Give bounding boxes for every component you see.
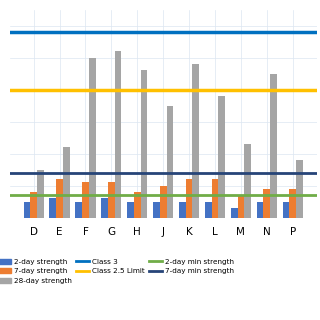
- Bar: [115, 51, 122, 218]
- Bar: [82, 182, 89, 218]
- Bar: [30, 192, 37, 218]
- Bar: [231, 208, 237, 218]
- Bar: [179, 202, 186, 218]
- Bar: [50, 198, 56, 218]
- Bar: [283, 202, 289, 218]
- Bar: [270, 74, 277, 218]
- Bar: [160, 186, 167, 218]
- Bar: [108, 182, 115, 218]
- Bar: [296, 160, 303, 218]
- Bar: [153, 202, 160, 218]
- Bar: [237, 195, 244, 218]
- Bar: [134, 192, 141, 218]
- Bar: [186, 179, 192, 218]
- Bar: [244, 144, 251, 218]
- Bar: [192, 64, 199, 218]
- Bar: [289, 189, 296, 218]
- Bar: [89, 58, 96, 218]
- Bar: [37, 170, 44, 218]
- Bar: [56, 179, 63, 218]
- Bar: [218, 96, 225, 218]
- Bar: [257, 202, 263, 218]
- Bar: [24, 202, 30, 218]
- Legend: 2-day strength, 7-day strength, 28-day strength, Class 3, Class 2.5 Limit, 2-day: 2-day strength, 7-day strength, 28-day s…: [0, 259, 234, 284]
- Bar: [167, 106, 173, 218]
- Bar: [127, 202, 134, 218]
- Bar: [101, 198, 108, 218]
- Bar: [63, 147, 70, 218]
- Bar: [205, 202, 212, 218]
- Bar: [141, 70, 148, 218]
- Bar: [263, 189, 270, 218]
- Bar: [212, 179, 218, 218]
- Bar: [76, 202, 82, 218]
